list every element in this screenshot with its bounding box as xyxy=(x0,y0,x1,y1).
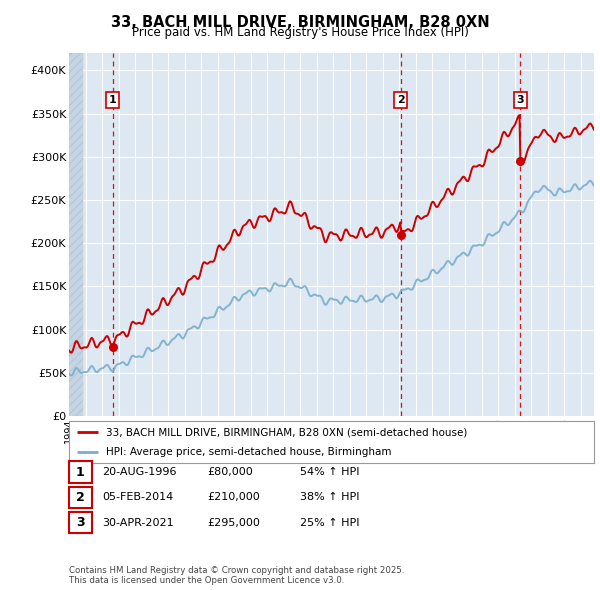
Text: 38% ↑ HPI: 38% ↑ HPI xyxy=(300,493,359,502)
Bar xyxy=(69,53,83,416)
Text: 1: 1 xyxy=(76,466,85,478)
Text: 33, BACH MILL DRIVE, BIRMINGHAM, B28 0XN: 33, BACH MILL DRIVE, BIRMINGHAM, B28 0XN xyxy=(110,15,490,30)
Text: 20-AUG-1996: 20-AUG-1996 xyxy=(102,467,176,477)
Text: £80,000: £80,000 xyxy=(207,467,253,477)
Text: 33, BACH MILL DRIVE, BIRMINGHAM, B28 0XN (semi-detached house): 33, BACH MILL DRIVE, BIRMINGHAM, B28 0XN… xyxy=(106,427,467,437)
Text: 05-FEB-2014: 05-FEB-2014 xyxy=(102,493,173,502)
Text: 3: 3 xyxy=(517,95,524,105)
Text: 1: 1 xyxy=(109,95,116,105)
Text: £210,000: £210,000 xyxy=(207,493,260,502)
Text: 2: 2 xyxy=(76,491,85,504)
Text: £295,000: £295,000 xyxy=(207,518,260,527)
Text: 25% ↑ HPI: 25% ↑ HPI xyxy=(300,518,359,527)
Text: 54% ↑ HPI: 54% ↑ HPI xyxy=(300,467,359,477)
Text: Price paid vs. HM Land Registry's House Price Index (HPI): Price paid vs. HM Land Registry's House … xyxy=(131,26,469,39)
Text: Contains HM Land Registry data © Crown copyright and database right 2025.
This d: Contains HM Land Registry data © Crown c… xyxy=(69,566,404,585)
Text: 3: 3 xyxy=(76,516,85,529)
Text: 2: 2 xyxy=(397,95,404,105)
Text: 30-APR-2021: 30-APR-2021 xyxy=(102,518,173,527)
Text: HPI: Average price, semi-detached house, Birmingham: HPI: Average price, semi-detached house,… xyxy=(106,447,391,457)
